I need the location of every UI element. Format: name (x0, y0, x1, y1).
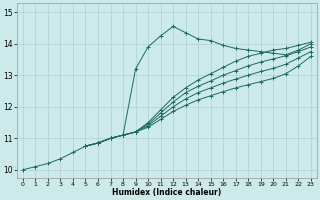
X-axis label: Humidex (Indice chaleur): Humidex (Indice chaleur) (112, 188, 221, 197)
